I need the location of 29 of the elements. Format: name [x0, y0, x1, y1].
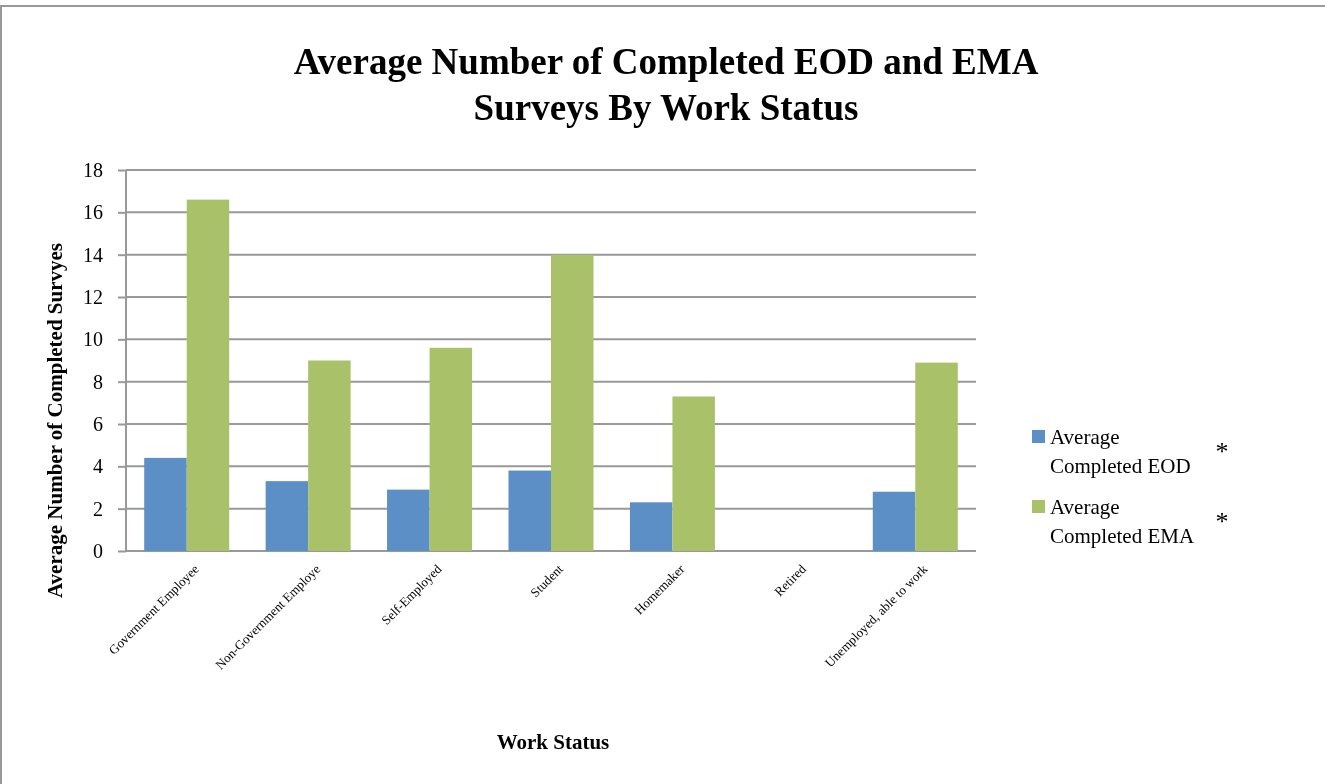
bar [629, 502, 673, 551]
bar [144, 457, 187, 551]
bar [551, 254, 594, 551]
bar [872, 491, 916, 551]
y-tick-label: 4 [93, 455, 103, 478]
text: * [1215, 507, 1229, 536]
y-tick-label: 6 [93, 412, 103, 435]
bar [308, 360, 351, 551]
y-tick-label: 12 [83, 285, 103, 308]
bar [265, 481, 309, 551]
legend-label: Average Completed EOD [1050, 425, 1191, 478]
bar [186, 199, 230, 551]
y-tick-label: 8 [93, 370, 103, 393]
bar [508, 470, 551, 551]
y-tick-label: 10 [83, 328, 103, 351]
y-axis-title: Average Number of Completed Survyes [43, 242, 67, 599]
y-tick-label: 2 [93, 497, 103, 520]
y-tick-label: 18 [83, 158, 103, 181]
bar [915, 362, 958, 551]
chart-title: Average Number of Completed EOD and EMA Surveys By Work Status [293, 41, 1039, 128]
y-tick-label: 16 [83, 201, 103, 224]
bar [429, 347, 473, 551]
text: * [1215, 437, 1229, 466]
y-tick-label: 14 [83, 243, 103, 266]
bar [387, 489, 430, 551]
y-tick-label: 0 [93, 539, 103, 562]
legend-label: Average Completed EMA [1050, 495, 1195, 548]
x-axis-title: Work Status [496, 730, 610, 754]
bar [672, 396, 715, 551]
